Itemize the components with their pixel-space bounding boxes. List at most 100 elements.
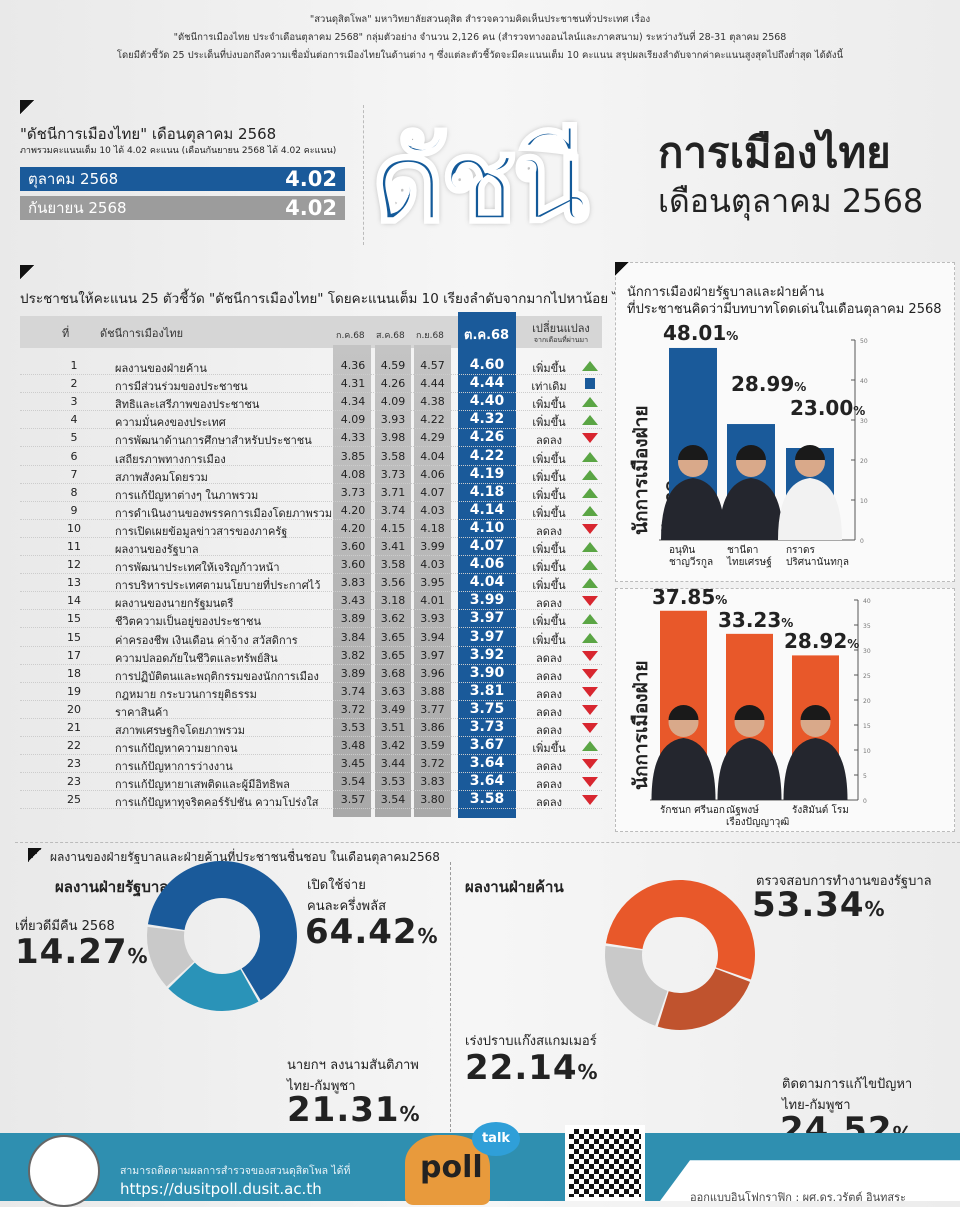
- arrow-down-icon: [582, 596, 598, 607]
- person-hair: [800, 705, 831, 720]
- cell-sep: 3.99: [420, 540, 445, 553]
- cell-change: เพิ่มขึ้น: [532, 633, 566, 647]
- cell-sep: 4.44: [420, 377, 445, 391]
- cell-oct: 4.10: [469, 519, 505, 536]
- cell-change: ลดลง: [536, 669, 562, 683]
- cell-oct: 4.19: [469, 465, 505, 482]
- cell-rank: 12: [67, 558, 81, 572]
- cell-rank: 20: [67, 702, 81, 716]
- section-2-marker: [20, 265, 34, 279]
- opp-tick-label: 15: [863, 723, 871, 730]
- cell-sep: 3.96: [420, 666, 445, 680]
- cell-rank: 23: [67, 757, 81, 771]
- opp-tick-label: 10: [863, 748, 871, 755]
- cell-change: เพิ่มขึ้น: [532, 488, 566, 502]
- cell-rank: 3: [70, 395, 78, 409]
- cell-oct: 4.04: [469, 574, 505, 591]
- cell-change: ลดลง: [536, 687, 562, 701]
- cell-name: การแก้ปัญหาต่างๆ ในภาพรวม: [115, 488, 259, 502]
- cell-sep: 3.93: [420, 612, 445, 626]
- arrow-up-icon: [582, 560, 598, 571]
- cell-aug: 3.63: [380, 684, 406, 698]
- table-row: 7 สภาพสังคมโดยรวม 4.08 3.73 4.06 4.19 เพิ่มขึ้…: [20, 466, 602, 484]
- cell-change: ลดลง: [536, 724, 562, 737]
- arrow-down-icon: [582, 777, 598, 788]
- opp-tick-label: 35: [863, 623, 871, 630]
- cell-name: การแก้ปัญหาความยากจน: [115, 742, 238, 756]
- cell-rank: 6: [70, 449, 78, 463]
- main-title-line-2: เดือนตุลาคม 2568: [658, 182, 924, 220]
- cell-change: เพิ่มขึ้น: [532, 543, 566, 556]
- section-4-title: ผลงานของฝ่ายรัฐบาลและฝ่ายค้านที่ประชาชนช…: [50, 850, 440, 864]
- gov-bar-value: 23.00%: [790, 396, 866, 420]
- table-row: 1 ผลงานของฝ่ายค้าน 4.36 4.59 4.57 4.60 เพิ่มขึ…: [20, 357, 602, 375]
- table-row: 23 การแก้ปัญหาการว่างงาน 3.45 3.44 3.72 3.64 ล…: [20, 755, 602, 774]
- cell-jul: 3.85: [340, 449, 366, 463]
- cell-change: เพิ่มขึ้น: [532, 470, 566, 484]
- cell-change: เพิ่มขึ้น: [532, 579, 566, 593]
- section-divider: [15, 842, 960, 843]
- cell-oct: 3.67: [469, 737, 505, 754]
- gov-tick-label: 0: [860, 538, 864, 545]
- arrow-up-icon: [582, 578, 598, 589]
- arrow-up-icon: [582, 542, 598, 552]
- cell-jul: 3.53: [340, 721, 366, 734]
- cell-name: การแก้ปัญหาทุจริตคอร์รัปชัน ความโปร่งใส: [115, 796, 319, 810]
- gov-bar-value: 48.01%: [663, 320, 739, 345]
- cell-aug: 3.62: [380, 612, 406, 626]
- section-1-title: "ดัชนีการเมืองไทย" เดือนตุลาคม 2568: [20, 125, 277, 143]
- cell-jul: 3.83: [340, 576, 366, 590]
- person-photo: [719, 478, 783, 540]
- table-row: 19 กฎหมาย กระบวนการยุติธรรม 3.74 3.63 3.88 3.…: [20, 683, 602, 701]
- arrow-up-icon: [582, 361, 598, 371]
- arrow-up-icon: [582, 505, 598, 516]
- footer-url-link[interactable]: https://dusitpoll.dusit.ac.th: [120, 1180, 322, 1198]
- gov-donut-slice: [168, 962, 259, 1011]
- arrow-up-icon: [582, 487, 598, 498]
- cell-rank: 18: [67, 666, 81, 680]
- person-photo: [783, 738, 848, 800]
- cell-jul: 3.82: [340, 648, 366, 662]
- footer-credit: ออกแบบอินโฟกราฟิก : ผศ.ดร.วรัตต์ อินทสระ: [690, 1191, 906, 1204]
- gov-donut-slice: [146, 926, 194, 987]
- cell-aug: 3.65: [380, 648, 406, 662]
- cell-jul: 4.31: [340, 377, 366, 391]
- section-1-subtitle: ภาพรวมคะแนนเต็ม 10 ได้ 4.02 คะแนน (เดือน…: [20, 146, 337, 156]
- cell-name: ผลงานของนายกรัฐมนตรี: [115, 597, 234, 611]
- table-row: 23 การแก้ปัญหายาเสพติดและผู้มีอิทธิพล 3.54…: [20, 773, 602, 792]
- cell-aug: 3.49: [380, 702, 406, 716]
- cell-rank: 15: [67, 630, 81, 644]
- table-row: 21 สภาพเศรษฐกิจโดยภาพรวม 3.53 3.51 3.86 3.73 ล…: [20, 719, 602, 737]
- table-row: 12 การพัฒนาประเทศให้เจริญก้าวหน้า 3.60 3.58…: [20, 556, 602, 575]
- opp-donut-slice: [605, 880, 755, 980]
- person-hair: [678, 445, 708, 460]
- table-row: 25 การแก้ปัญหาทุจริตคอร์รัปชัน ความโปร่งใ…: [20, 791, 602, 810]
- cell-aug: 3.58: [380, 449, 406, 463]
- gov-c-label: เที่ยวดีมีคืน 2568: [15, 919, 115, 934]
- cell-sep: 4.22: [420, 413, 445, 427]
- arrow-up-icon: [582, 614, 598, 625]
- cell-oct: 4.22: [469, 447, 505, 464]
- cell-jul: 4.20: [340, 503, 366, 517]
- jul-column-bg: [333, 345, 371, 817]
- cell-rank: 13: [67, 576, 81, 590]
- cell-name: ผลงานของรัฐบาล: [115, 543, 199, 556]
- cell-aug: 3.54: [380, 793, 406, 807]
- table-row: 3 สิทธิและเสรีภาพของประชาชน 4.34 4.09 4.38 4.…: [20, 393, 602, 412]
- cell-sep: 3.86: [420, 721, 445, 734]
- cell-name: ชีวิตความเป็นอยู่ของประชาชน: [115, 615, 261, 629]
- arrow-down-icon: [582, 686, 598, 697]
- current-month-label: ตุลาคม 2568: [28, 170, 119, 188]
- table-row: 11 ผลงานของรัฐบาล 3.60 3.41 3.99 4.07 เพิ่มขึ้…: [20, 538, 602, 556]
- cell-sep: 4.06: [420, 467, 445, 481]
- cell-change: เพิ่มขึ้น: [532, 452, 566, 466]
- opp-donut-slice: [657, 968, 751, 1030]
- cell-name: การเปิดเผยข้อมูลข่าวสารของภาครัฐ: [115, 524, 288, 538]
- qr-code[interactable]: [565, 1125, 645, 1201]
- cell-jul: 3.43: [340, 594, 366, 608]
- table-row: 15 ชีวิตความเป็นอยู่ของประชาชน 3.89 3.62 3.9…: [20, 610, 602, 629]
- current-month-bar: ตุลาคม 2568 4.02: [20, 167, 345, 191]
- arrow-down-icon: [582, 759, 598, 770]
- talk-bubble: talk: [472, 1122, 520, 1156]
